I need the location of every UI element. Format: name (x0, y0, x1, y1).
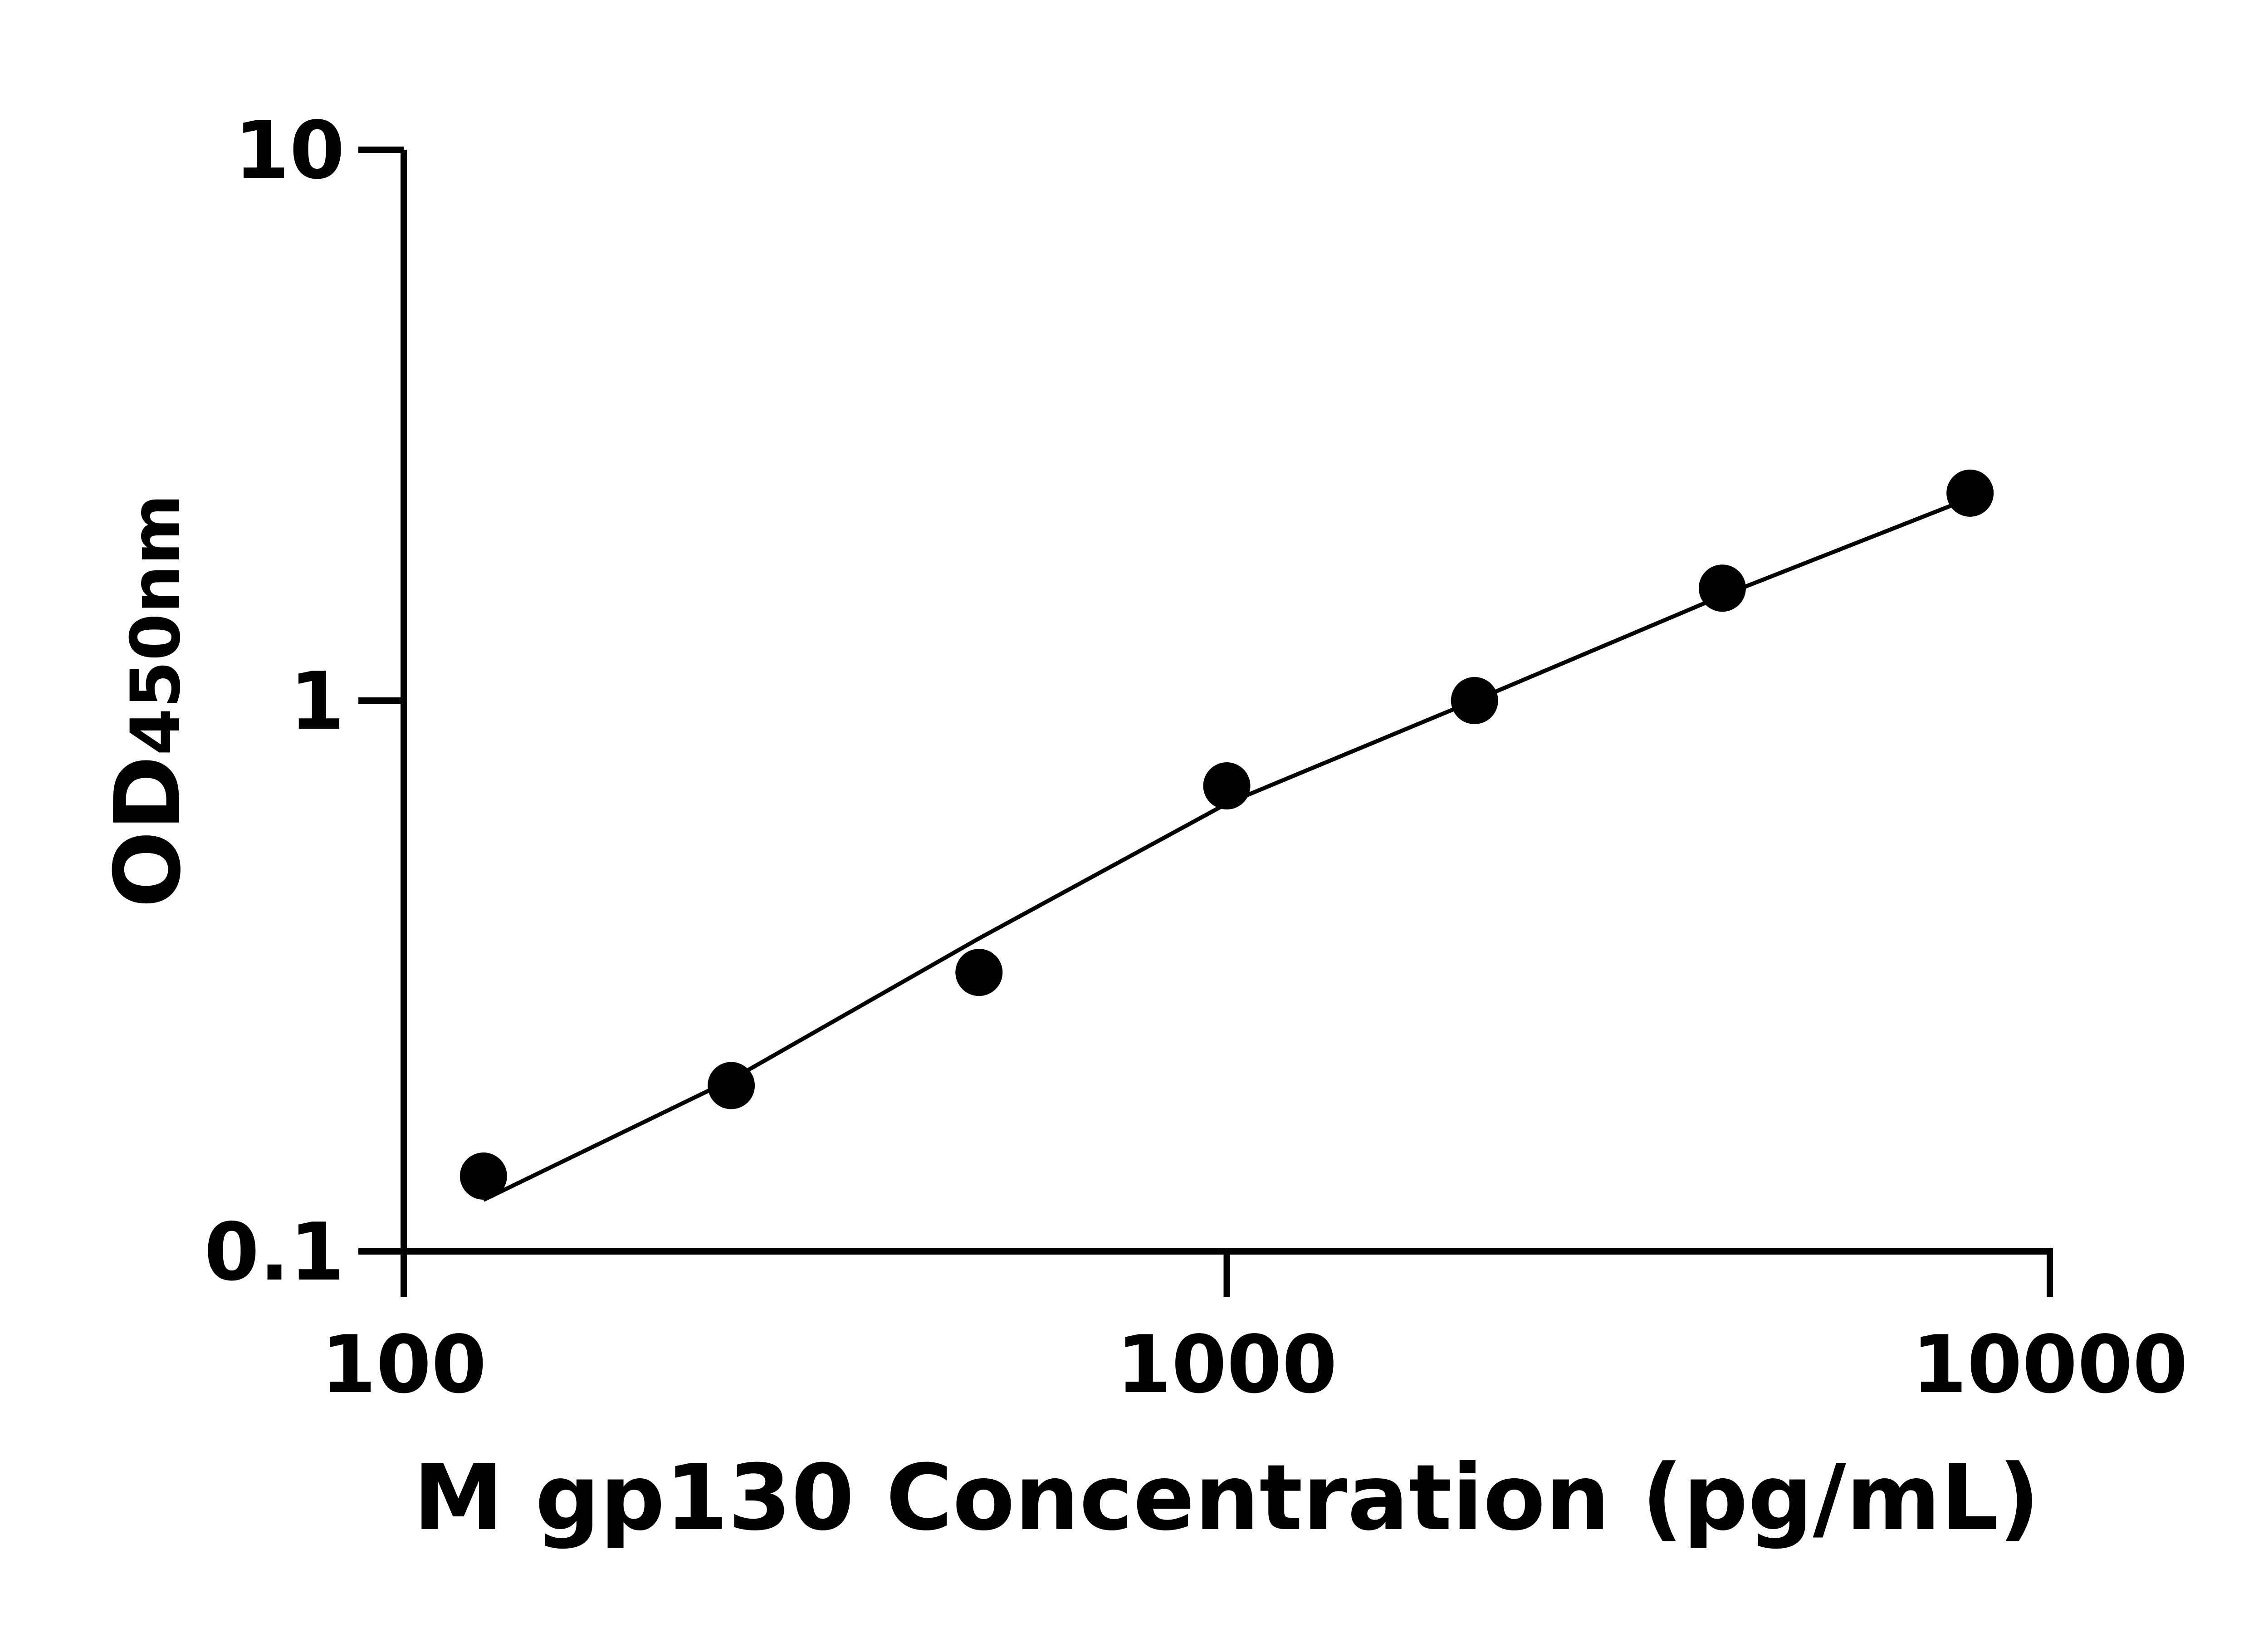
x-tick-label: 1000 (1116, 1319, 1337, 1411)
data-point (459, 1152, 507, 1200)
data-point (1451, 677, 1498, 724)
y-tick-label: 10 (234, 105, 345, 197)
data-point (708, 1062, 755, 1109)
x-tick-label: 100 (321, 1319, 486, 1411)
data-point (955, 949, 1003, 996)
y-tick-label: 0.1 (204, 1206, 345, 1299)
axes (401, 150, 2053, 1255)
fit-curve (482, 496, 1971, 1202)
y-axis-title-sub: 450nm (117, 494, 196, 755)
data-point (1203, 762, 1251, 810)
data-point (1946, 469, 1994, 517)
y-tick-label: 1 (289, 656, 345, 748)
y-axis-title: OD450nm (95, 494, 201, 908)
ticks: 100 1000 10000 0.1 1 10 (204, 105, 2188, 1411)
x-axis-title: M gp130 Concentration (pg/mL) (413, 1445, 2040, 1551)
data-points-layer (459, 469, 1994, 1200)
fit-curve-layer (482, 496, 1971, 1202)
data-point (1698, 564, 1746, 612)
x-tick-label: 10000 (1912, 1319, 2188, 1411)
y-axis-title-main: OD (95, 755, 201, 908)
